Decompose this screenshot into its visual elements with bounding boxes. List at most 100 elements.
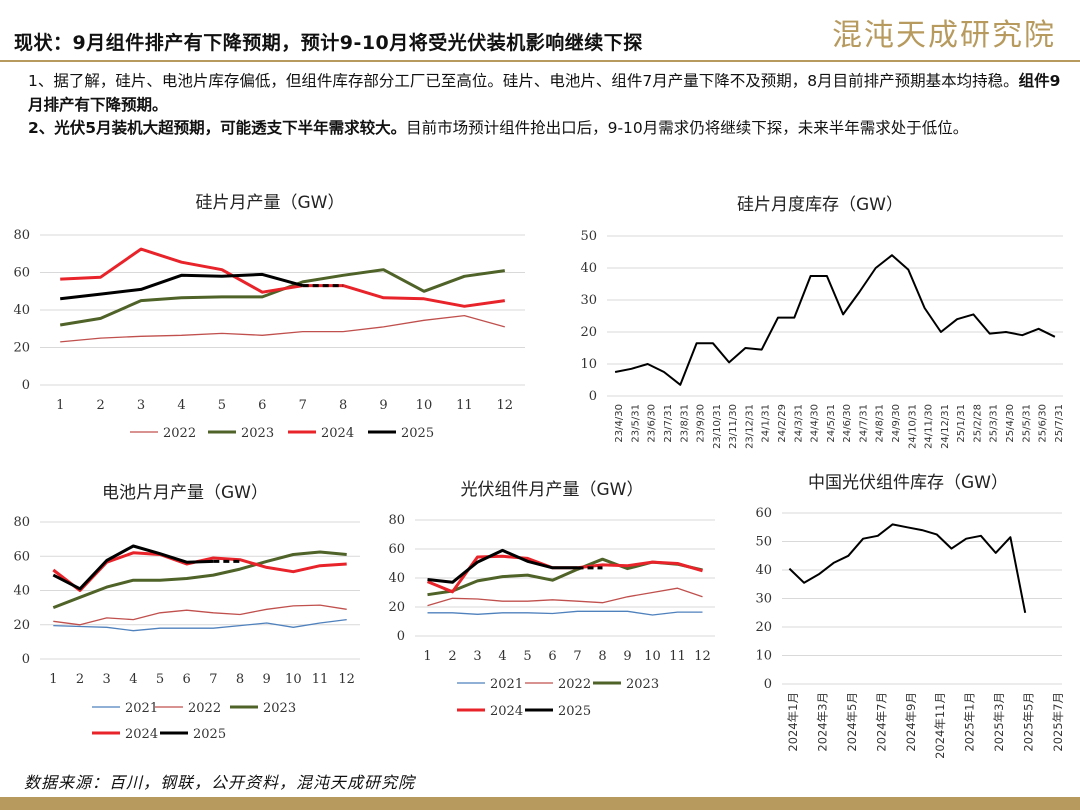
- x-tick-label: 23/5/31: [630, 404, 641, 443]
- legend-label-2023: 2023: [241, 426, 274, 441]
- cell-output-chart: 电池片月产量（GW） 0 20 40 60 80 1 2 3 4 5 6 7 8 9 10 11 12 2021 20…: [0, 470, 370, 755]
- y-tick-label: 50: [755, 535, 772, 550]
- bullet-1-emphasis: 组件9月排产有下降预期。: [28, 72, 1061, 114]
- series-line-库存: [788, 523, 1027, 613]
- x-tick-label: 5: [218, 398, 226, 413]
- bullet-2-emphasis: 2、光伏5月装机大超预期，可能透支下半年需求较大。: [28, 119, 407, 137]
- x-tick-label: 8: [339, 398, 347, 413]
- x-tick-label: 24/9/30: [891, 404, 902, 443]
- y-tick-label: 20: [580, 325, 597, 340]
- wafer-output-chart: 硅片月产量（GW） 0 20 40 60 80 1 2 3 4 5 6 7 8 9 10 11 12 2022 202…: [0, 185, 545, 450]
- x-tick-label: 5: [156, 672, 164, 687]
- x-tick-label: 24/10/31: [907, 404, 918, 449]
- x-tick-label: 7: [209, 672, 217, 687]
- y-tick-label: 60: [388, 542, 405, 557]
- x-tick-label: 6: [183, 672, 191, 687]
- x-tick-label: 6: [258, 398, 266, 413]
- y-tick-label: 80: [13, 228, 30, 243]
- x-tick-label: 23/7/31: [663, 404, 674, 443]
- x-tick-label: 2025年1月: [963, 692, 977, 752]
- x-tick-label: 25/5/31: [1021, 404, 1032, 443]
- x-tick-label: 24/7/31: [858, 404, 869, 443]
- footer-bar: [0, 797, 1080, 810]
- y-tick-label: 20: [755, 620, 772, 635]
- x-tick-label: 12: [338, 672, 355, 687]
- x-tick-label: 9: [263, 672, 271, 687]
- x-tick-label: 24/1/31: [761, 404, 772, 443]
- y-tick-label: 50: [580, 229, 597, 244]
- series-line-2023: [59, 268, 506, 327]
- y-tick-label: 40: [13, 303, 30, 318]
- series-line-2022: [53, 604, 347, 626]
- series-line-2023: [427, 557, 703, 597]
- series-line-2025: [427, 548, 578, 584]
- x-tick-label: 2: [448, 649, 456, 664]
- x-tick-label: 7: [573, 649, 581, 664]
- x-tick-label: 23/6/30: [647, 404, 658, 443]
- series-line-2021: [53, 618, 347, 632]
- x-tick-label: 1: [423, 649, 431, 664]
- y-tick-label: 60: [13, 266, 30, 281]
- y-tick-label: 0: [22, 652, 30, 667]
- x-tick-label: 2025年3月: [992, 692, 1006, 752]
- y-tick-label: 20: [388, 600, 405, 615]
- x-tick-label: 10: [416, 398, 433, 413]
- chart-title: 硅片月度库存（GW）: [737, 195, 903, 215]
- bullet-2-text: 目前市场预计组件抢出口后，9-10月需求仍将继续下探，未来半年需求处于低位。: [406, 119, 969, 137]
- y-tick-label: 30: [755, 592, 772, 607]
- x-tick-label: 23/12/31: [744, 404, 755, 449]
- chart-title: 硅片月产量（GW）: [196, 193, 345, 213]
- x-tick-label: 2024年1月: [786, 692, 800, 752]
- x-tick-label: 1: [56, 398, 64, 413]
- header-divider: [0, 60, 1080, 62]
- y-tick-label: 0: [397, 629, 405, 644]
- y-tick-label: 40: [13, 584, 30, 599]
- x-tick-label: 24/12/31: [940, 404, 951, 449]
- y-tick-label: 40: [755, 563, 772, 578]
- x-tick-label: 4: [129, 672, 137, 687]
- x-tick-label: 2: [76, 672, 84, 687]
- x-tick-label: 25/2/28: [972, 404, 983, 443]
- header: 现状：9月组件排产有下降预期，预计9-10月将受光伏装机影响继续下探 混沌天成研…: [0, 0, 1080, 62]
- x-tick-label: 8: [236, 672, 244, 687]
- x-tick-label: 2025年7月: [1051, 692, 1065, 752]
- module-output-chart: 光伏组件月产量（GW） 0 20 40 60 80 1 2 3 4 5 6 7 8 9 10 11 12 2021 2…: [375, 470, 730, 730]
- legend-label-2021: 2021: [490, 677, 523, 692]
- x-tick-label: 24/3/31: [793, 404, 804, 443]
- summary-bullets: 1、据了解，硅片、电池片库存偏低，但组件库存部分工厂已至高位。硅片、电池片、组件…: [28, 70, 1068, 141]
- brand-logo: 混沌天成研究院: [832, 18, 1056, 53]
- x-tick-label: 10: [644, 649, 661, 664]
- x-tick-label: 24/5/31: [826, 404, 837, 443]
- legend-label-2024: 2024: [125, 727, 158, 742]
- x-tick-label: 23/11/30: [728, 404, 739, 449]
- y-tick-label: 80: [388, 513, 405, 528]
- x-tick-label: 11: [669, 649, 686, 664]
- x-tick-label: 23/8/31: [679, 404, 690, 443]
- series-line-2024: [60, 247, 506, 308]
- y-tick-label: 0: [589, 389, 597, 404]
- y-tick-label: 30: [580, 293, 597, 308]
- bullet-2: 2、光伏5月装机大超预期，可能透支下半年需求较大。目前市场预计组件抢出口后，9-…: [28, 117, 1068, 141]
- x-tick-label: 24/6/30: [842, 404, 853, 443]
- x-tick-label: 9: [623, 649, 631, 664]
- x-tick-label: 8: [598, 649, 606, 664]
- bullet-1: 1、据了解，硅片、电池片库存偏低，但组件库存部分工厂已至高位。硅片、电池片、组件…: [28, 70, 1068, 117]
- x-tick-label: 12: [694, 649, 711, 664]
- x-tick-label: 23/10/31: [712, 404, 723, 449]
- y-tick-label: 20: [13, 618, 30, 633]
- x-tick-label: 23/9/30: [696, 404, 707, 443]
- x-tick-label: 10: [285, 672, 302, 687]
- x-tick-label: 25/7/31: [1054, 404, 1065, 443]
- legend-label-2024: 2024: [321, 426, 354, 441]
- x-tick-label: 2024年11月: [933, 692, 947, 759]
- x-tick-label: 9: [379, 398, 387, 413]
- wafer-inventory-chart: 硅片月度库存（GW） 0 10 20 30 40 50 23/4/30 23/5/31 23/6/…: [565, 185, 1075, 460]
- series-line-2021: [427, 610, 703, 616]
- x-tick-label: 25/3/31: [989, 404, 1000, 443]
- x-tick-label: 25/1/31: [956, 404, 967, 443]
- x-tick-label: 7: [299, 398, 307, 413]
- series-line-2022: [427, 587, 703, 607]
- x-tick-label: 24/4/30: [810, 404, 821, 443]
